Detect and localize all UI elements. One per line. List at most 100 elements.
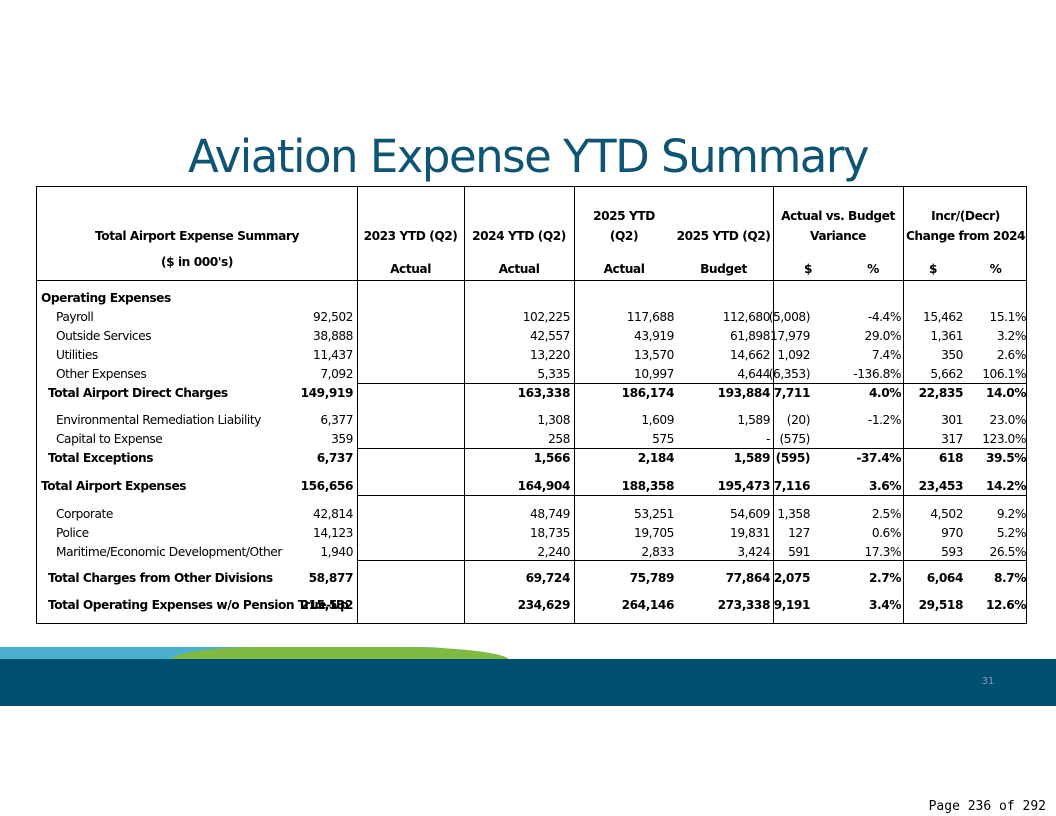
row-value: 15,462 (923, 310, 963, 324)
col-divider (464, 187, 465, 623)
header-2025-budget-type: Budget (700, 262, 747, 276)
row-value: -37.4% (856, 451, 901, 465)
row-value: 164,904 (517, 479, 571, 493)
header-variance-pct: % (867, 262, 879, 276)
row-value: 8.7% (993, 571, 1026, 585)
row-value: 38,888 (313, 329, 353, 343)
row-value: 188,358 (621, 479, 675, 493)
row-value: 301 (941, 413, 963, 427)
row-value: 7,092 (320, 367, 353, 381)
row-value: -136.8% (853, 367, 901, 381)
row-label: Total Airport Direct Charges (48, 386, 228, 400)
row-value: 29.0% (864, 329, 902, 343)
row-value: 13,570 (634, 348, 674, 362)
subtotal-rule (357, 495, 1026, 496)
row-value: 2,833 (641, 545, 674, 559)
row-value: 193,884 (717, 386, 771, 400)
expense-summary-table: Total Airport Expense Summary ($ in 000'… (36, 186, 1027, 624)
row-value: 42,814 (313, 507, 353, 521)
row-label: Maritime/Economic Development/Other (56, 545, 282, 559)
row-value: 264,146 (621, 598, 675, 612)
row-value: 258 (548, 432, 570, 446)
row-value: -1.2% (867, 413, 902, 427)
row-value: 9.2% (996, 507, 1027, 521)
row-value: 53,251 (634, 507, 674, 521)
row-value: 4.0% (868, 386, 901, 400)
header-divider (37, 280, 1026, 281)
header-2025-budget-period: 2025 YTD (Q2) (676, 229, 771, 243)
row-value: 1,358 (777, 507, 810, 521)
row-value: (575) (779, 432, 810, 446)
row-value: 2,075 (773, 571, 811, 585)
row-label: Corporate (56, 507, 113, 521)
row-value: 1,308 (537, 413, 570, 427)
row-value: 3.2% (996, 329, 1027, 343)
row-value: (20) (786, 413, 811, 427)
row-value: 3.6% (868, 479, 901, 493)
row-value: 14.0% (985, 386, 1026, 400)
row-label: Capital to Expense (56, 432, 163, 446)
row-value: 9,191 (773, 598, 811, 612)
row-value: 77,864 (725, 571, 771, 585)
row-value: 195,473 (717, 479, 771, 493)
row-value: 23.0% (989, 413, 1027, 427)
row-value: 54,609 (730, 507, 770, 521)
row-value: 359 (331, 432, 353, 446)
row-value: 19,831 (730, 526, 770, 540)
header-label: Total Airport Expense Summary (95, 229, 299, 243)
row-value: 5.2% (996, 526, 1027, 540)
header-change-pct: % (989, 262, 1002, 276)
row-value: 2.5% (871, 507, 902, 521)
row-value: 14.2% (985, 479, 1026, 493)
col-divider (903, 187, 904, 623)
page-number: Page 236 of 292 (928, 799, 1046, 814)
row-value: 117,688 (626, 310, 675, 324)
row-value: 1,940 (320, 545, 353, 559)
row-value: 102,225 (522, 310, 571, 324)
header-2025-actual-type: Actual (603, 262, 645, 276)
header-2023-type: Actual (390, 262, 431, 276)
row-value: 42,557 (530, 329, 570, 343)
row-label: Operating Expenses (41, 291, 171, 305)
header-change-subtitle: Change from 2024 (905, 229, 1026, 243)
row-value: 7.4% (871, 348, 902, 362)
row-value: 1,566 (533, 451, 571, 465)
subtotal-rule (357, 448, 1026, 449)
row-value: 2.6% (996, 348, 1027, 362)
row-value: 17.3% (864, 545, 902, 559)
row-value: 6,064 (926, 571, 964, 585)
row-value: 3.4% (868, 598, 901, 612)
row-value: 48,749 (530, 507, 570, 521)
row-value: 29,518 (918, 598, 964, 612)
row-value: 11,437 (313, 348, 353, 362)
row-value: 350 (941, 348, 963, 362)
row-value: 156,656 (300, 479, 354, 493)
header-variance-dollar: $ (803, 262, 813, 276)
subtotal-rule (357, 383, 1026, 384)
row-value: 163,338 (517, 386, 571, 400)
row-label: Payroll (56, 310, 94, 324)
col-divider (574, 187, 575, 623)
row-label: Total Operating Expenses w/o Pension Tru… (48, 598, 349, 612)
row-value: 6,737 (316, 451, 354, 465)
col-divider (773, 187, 774, 623)
row-value: 23,453 (918, 479, 964, 493)
row-value: 591 (788, 545, 810, 559)
row-value: 4,644 (737, 367, 770, 381)
footer-accent-green (170, 647, 510, 661)
header-change-title: Incr/(Decr) (931, 209, 1000, 223)
row-value: 123.0% (982, 432, 1026, 446)
row-value: 618 (938, 451, 964, 465)
row-value: 593 (941, 545, 963, 559)
row-value: 1,589 (733, 451, 771, 465)
row-value: 106.1% (982, 367, 1026, 381)
col-divider (357, 187, 358, 623)
row-value: 22,835 (918, 386, 964, 400)
slide-title: Aviation Expense YTD Summary (187, 130, 870, 183)
row-value: 3,424 (737, 545, 770, 559)
row-label: Other Expenses (56, 367, 147, 381)
row-value: 215,532 (300, 598, 354, 612)
subtotal-rule (357, 560, 1026, 561)
row-value: 19,705 (634, 526, 674, 540)
row-value: 1,092 (777, 348, 810, 362)
